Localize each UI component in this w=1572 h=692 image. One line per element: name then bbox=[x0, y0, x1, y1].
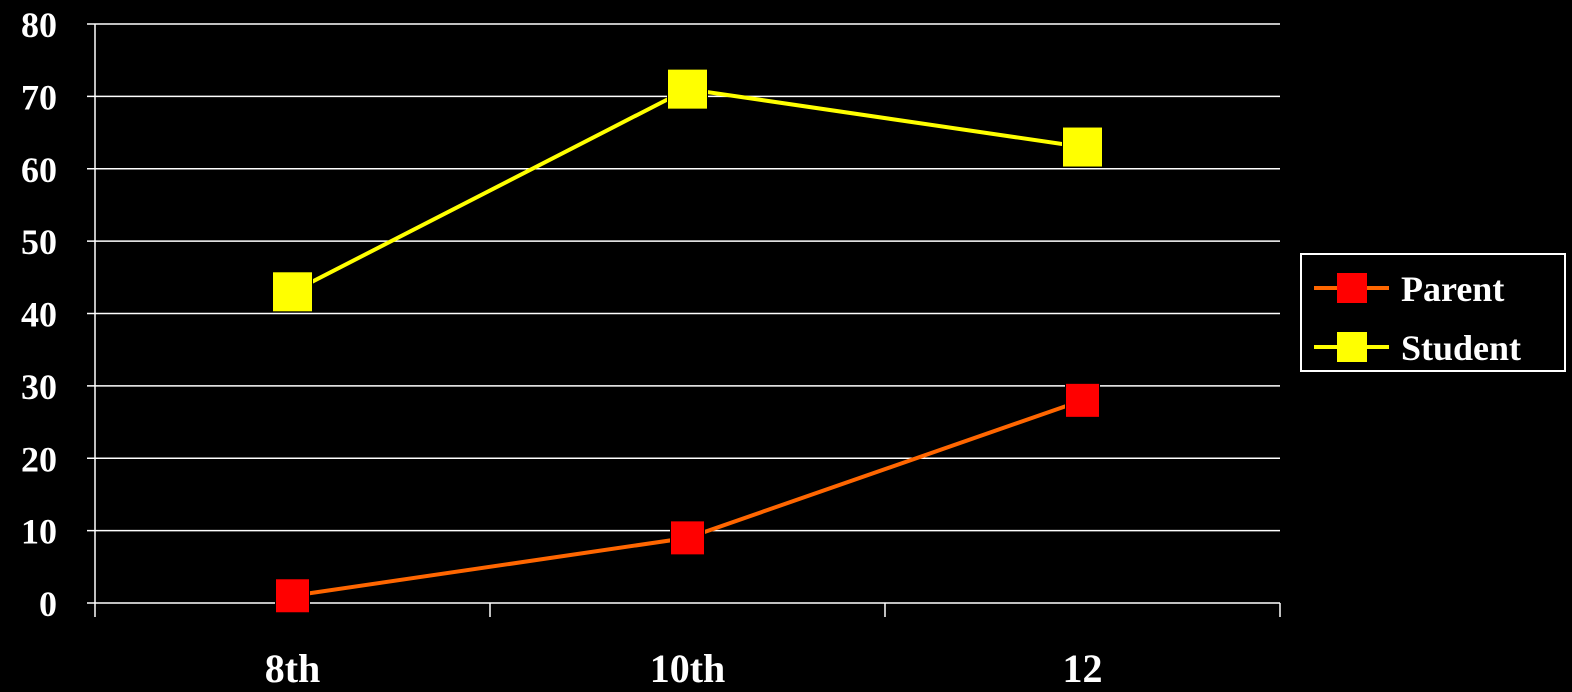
point-parent-8th bbox=[275, 578, 310, 614]
x-tick-label-8th: 8th bbox=[265, 646, 321, 691]
y-tick-label-60: 60 bbox=[21, 150, 57, 190]
y-tick-label-20: 20 bbox=[21, 439, 57, 479]
series bbox=[272, 68, 1103, 614]
series-line-parent bbox=[292, 398, 1084, 598]
point-parent-12 bbox=[1065, 382, 1100, 418]
point-student-8th bbox=[272, 271, 313, 313]
y-tick-label-50: 50 bbox=[21, 222, 57, 262]
point-student-10th bbox=[667, 68, 708, 110]
legend-item-parent: Parent bbox=[1314, 269, 1504, 309]
x-tick-label-12: 12 bbox=[1063, 646, 1103, 691]
y-tick-label-70: 70 bbox=[21, 77, 57, 117]
y-tick-label-40: 40 bbox=[21, 295, 57, 335]
legend-item-student: Student bbox=[1314, 328, 1521, 368]
x-tick-labels: 8th 10th 12 bbox=[265, 646, 1103, 691]
legend-student-marker bbox=[1337, 332, 1367, 362]
y-tick-label-30: 30 bbox=[21, 367, 57, 407]
legend-parent-label: Parent bbox=[1401, 269, 1504, 309]
y-tick-label-0: 0 bbox=[39, 584, 57, 624]
x-tick-label-10th: 10th bbox=[650, 646, 726, 691]
y-tick-label-10: 10 bbox=[21, 512, 57, 552]
point-parent-10th bbox=[670, 520, 705, 556]
grid-lines bbox=[95, 23, 1280, 532]
legend-student-label: Student bbox=[1401, 328, 1521, 368]
series-line-student bbox=[291, 87, 1083, 294]
point-student-12 bbox=[1062, 126, 1103, 168]
legend: Parent Student bbox=[1300, 253, 1566, 372]
y-tick-labels: 0 10 20 30 40 50 60 70 80 bbox=[21, 5, 57, 624]
y-tick-label-80: 80 bbox=[21, 5, 57, 45]
legend-parent-marker bbox=[1337, 273, 1367, 303]
